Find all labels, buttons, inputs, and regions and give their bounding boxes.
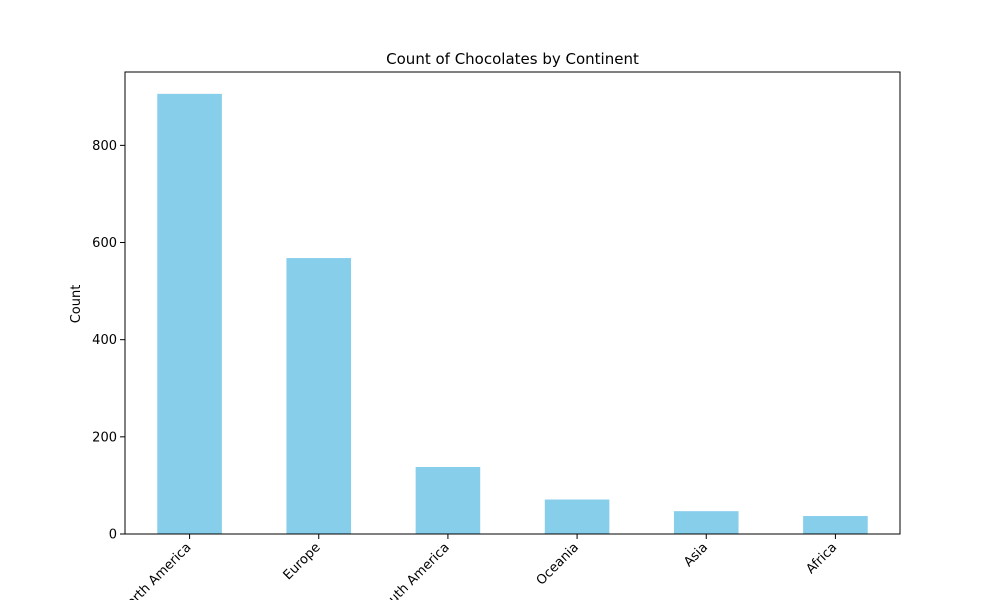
bar-south-america [415,466,481,534]
chart-title: Count of Chocolates by Continent [386,50,639,68]
bar-asia [673,511,739,534]
y-tick-label: 800 [92,139,117,154]
bar-north-america [157,93,222,534]
x-tick-label: Europe [281,540,324,583]
y-axis-ticks: 0 200 400 600 800 [92,139,125,543]
y-tick-label: 400 [92,333,117,348]
x-tick-label: Oceania [534,540,582,588]
x-axis-ticks: North America Europe South America Oceania A… [117,534,840,600]
bar-europe [286,258,352,534]
y-tick-label: 0 [109,528,117,543]
bar-africa [803,516,868,534]
x-tick-label: South America [375,540,453,600]
y-axis-label: Count [69,285,84,324]
x-tick-label: Africa [803,540,840,577]
bar-oceania [544,499,610,534]
plot-frame [124,71,901,535]
x-tick-label: North America [117,540,194,600]
y-tick-label: 600 [92,236,117,251]
x-tick-label: Asia [681,540,711,570]
y-tick-label: 200 [92,430,117,445]
bars-group [157,93,868,534]
